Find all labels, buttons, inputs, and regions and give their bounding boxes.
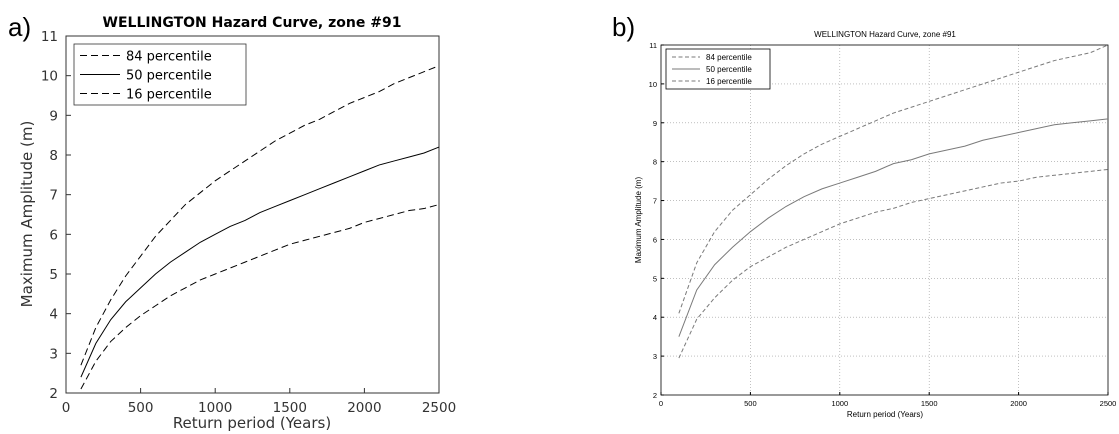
- chart-b-y-tick-label: 10: [649, 80, 657, 89]
- chart-a-y-tick-label: 6: [49, 227, 58, 243]
- chart-b-y-tick-label: 4: [653, 313, 657, 322]
- chart-b-x-label: Return period (Years): [847, 410, 924, 419]
- chart-a-y-tick-label: 3: [49, 346, 58, 362]
- chart-b-x-tick-label: 1500: [921, 399, 938, 408]
- chart-b-x-tick-label: 1000: [831, 399, 848, 408]
- chart-b-legend-label: 16 percentile: [706, 77, 752, 86]
- chart-b-y-tick-label: 6: [653, 235, 657, 244]
- panel-a-letter: a): [8, 12, 31, 42]
- chart-b-plot-area: [660, 44, 1109, 396]
- chart-a-series-50-percentile: [80, 146, 440, 378]
- panel-b-letter: b): [612, 12, 635, 42]
- chart-a-series: [80, 65, 440, 390]
- chart-b-series: [678, 44, 1109, 359]
- panel-b: b) WELLINGTON Hazard Curve, zone #91 0 50…: [612, 12, 1116, 419]
- chart-b-series-84-percentile: [678, 44, 1109, 314]
- chart-a-ticks: 0 500 1000 1500 2000 2500 2 3 4 5 6 7 8 9 10 11: [41, 29, 456, 416]
- chart-a-legend-label: 16 percentile: [126, 88, 212, 103]
- chart-b-legend: 84 percentile 50 percentile 16 percentile: [665, 48, 771, 90]
- chart-b-series-50-percentile: [678, 118, 1109, 337]
- chart-a-y-tick-label: 5: [49, 267, 58, 283]
- chart-a-legend-label: 84 percentile: [126, 50, 212, 65]
- chart-b-y-tick-label: 2: [653, 391, 657, 400]
- chart-a-x-tick-label: 1500: [273, 400, 307, 416]
- chart-a-y-tick-label: 9: [49, 108, 58, 124]
- chart-b-x-tick-label: 0: [659, 399, 663, 408]
- chart-b-y-tick-label: 11: [649, 41, 657, 50]
- chart-b-y-tick-label: 8: [653, 158, 657, 167]
- chart-a-series-16-percentile: [80, 204, 440, 390]
- chart-a-y-label: Maximum Amplitude (m): [18, 121, 36, 308]
- chart-a-title: WELLINGTON Hazard Curve, zone #91: [103, 15, 402, 31]
- chart-a-x-tick-label: 2500: [422, 400, 456, 416]
- chart-b-y-tick-label: 3: [653, 352, 657, 361]
- chart-b-x-tick-label: 500: [744, 399, 757, 408]
- chart-a-y-tick-label: 10: [41, 69, 58, 85]
- chart-b-y-tick-label: 7: [653, 197, 657, 206]
- chart-a-y-tick-label: 11: [41, 29, 58, 45]
- chart-a-legend-label: 50 percentile: [126, 69, 212, 84]
- chart-a-x-tick-label: 1000: [198, 400, 232, 416]
- chart-b-series-16-percentile: [678, 168, 1109, 359]
- chart-a-y-tick-label: 4: [49, 307, 58, 323]
- chart-b-grid: [661, 45, 1108, 395]
- chart-a-y-tick-label: 7: [49, 188, 58, 204]
- panel-a: a) WELLINGTON Hazard Curve, zone #91 0 50…: [8, 12, 456, 432]
- chart-a-x-tick-label: 0: [62, 400, 71, 416]
- chart-b-x-tick-label: 2000: [1010, 399, 1027, 408]
- chart-b-title: WELLINGTON Hazard Curve, zone #91: [814, 30, 956, 39]
- chart-b-y-tick-label: 5: [653, 274, 657, 283]
- chart-b-legend-label: 84 percentile: [706, 53, 752, 62]
- chart-a-x-tick-label: 2000: [347, 400, 381, 416]
- chart-b-y-tick-label: 9: [653, 119, 657, 128]
- chart-b-y-label: Maximum Amplitude (m): [634, 177, 643, 264]
- chart-a-x-label: Return period (Years): [173, 414, 331, 432]
- chart-a-x-tick-label: 500: [128, 400, 154, 416]
- chart-b-x-tick-label: 2500: [1100, 399, 1117, 408]
- chart-a-y-tick-label: 2: [49, 386, 58, 402]
- chart-a-series-84-percentile: [80, 65, 440, 366]
- chart-a-legend: 84 percentile 50 percentile 16 percentile: [73, 43, 247, 106]
- chart-b-ticks: 0 500 1000 1500 2000 2500 2 3 4 5 6 7 8 9 10 11: [649, 41, 1117, 408]
- chart-a-y-tick-label: 8: [49, 148, 58, 164]
- chart-b-legend-label: 50 percentile: [706, 65, 752, 74]
